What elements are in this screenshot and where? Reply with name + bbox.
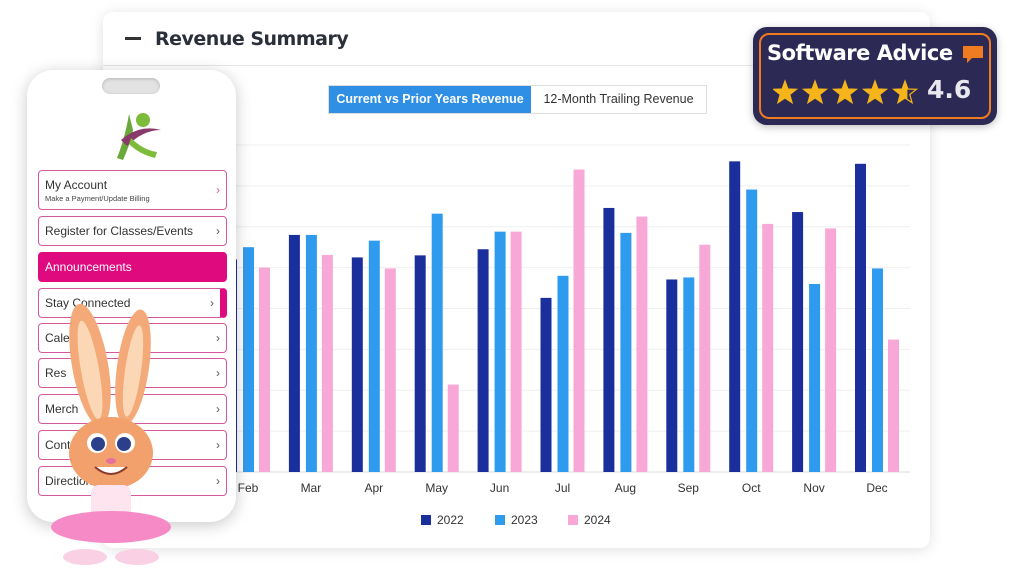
- legend-label: 2024: [584, 513, 611, 527]
- bar-may-2024[interactable]: [447, 384, 459, 472]
- bar-dec-2023[interactable]: [872, 268, 883, 472]
- legend-swatch: [495, 515, 505, 525]
- menu-item[interactable]: Announcements: [38, 252, 227, 282]
- bar-aug-2024[interactable]: [636, 216, 648, 472]
- bar-apr-2023[interactable]: [368, 240, 380, 472]
- legend-swatch: [421, 515, 431, 525]
- bar-sep-2024[interactable]: [699, 244, 711, 472]
- legend-label: 2022: [437, 513, 464, 527]
- bar-jul-2023[interactable]: [557, 275, 569, 472]
- x-tick-label: Sep: [678, 481, 700, 495]
- bar-nov-2024[interactable]: [825, 228, 837, 472]
- app-logo-icon: [117, 113, 161, 160]
- chevron-right-icon: ›: [216, 366, 220, 380]
- star-icon: [773, 81, 797, 103]
- menu-item-label: Cale: [45, 331, 70, 345]
- bar-apr-2022[interactable]: [351, 257, 363, 472]
- bar-dec-2024[interactable]: [888, 339, 899, 472]
- bar-nov-2023[interactable]: [809, 283, 821, 472]
- chevron-right-icon: ›: [216, 331, 220, 345]
- menu-item-label: Stay Connected: [45, 296, 131, 310]
- minus-icon[interactable]: [125, 37, 141, 40]
- bar-jul-2022[interactable]: [540, 297, 552, 472]
- bar-mar-2024[interactable]: [321, 254, 333, 472]
- star-icon: [833, 81, 857, 103]
- bar-may-2023[interactable]: [431, 213, 443, 473]
- badge-name: Software Advice: [767, 41, 953, 65]
- bar-jun-2024[interactable]: [510, 231, 522, 472]
- legend-label: 2023: [511, 513, 538, 527]
- chevron-right-icon: ›: [216, 474, 220, 488]
- legend-item-2024[interactable]: 2024: [568, 513, 611, 527]
- bar-oct-2022[interactable]: [729, 161, 741, 472]
- menu-item-label: Announcements: [45, 260, 132, 274]
- x-tick-label: Feb: [238, 481, 259, 495]
- x-tick-label: Apr: [364, 481, 383, 495]
- star-icon: [893, 81, 908, 103]
- chevron-right-icon: ›: [216, 438, 220, 452]
- chevron-right-icon: ›: [216, 224, 220, 238]
- bar-sep-2023[interactable]: [683, 277, 695, 472]
- bar-dec-2022[interactable]: [855, 163, 866, 473]
- menu-item-label: Merch: [45, 402, 79, 416]
- x-tick-label: Mar: [301, 481, 322, 495]
- bar-nov-2022[interactable]: [792, 212, 804, 472]
- x-tick-label: Nov: [803, 481, 824, 495]
- x-tick-label: May: [425, 481, 448, 495]
- x-tick-label: Oct: [742, 481, 761, 495]
- bar-jul-2024[interactable]: [573, 169, 585, 472]
- card-title: Revenue Summary: [155, 27, 349, 50]
- menu-item[interactable]: Register for Classes/Events ›: [38, 216, 227, 246]
- bar-may-2022[interactable]: [414, 255, 426, 472]
- legend-item-2023[interactable]: 2023: [495, 513, 538, 527]
- menu-item-label: Res: [45, 366, 67, 380]
- bar-aug-2023[interactable]: [620, 232, 632, 472]
- tab-trailing-revenue[interactable]: 12-Month Trailing Revenue: [543, 92, 694, 106]
- menu-item-label: My Account: [45, 177, 108, 192]
- bar-sep-2022[interactable]: [666, 279, 678, 472]
- bar-jun-2023[interactable]: [494, 231, 506, 472]
- star-icon: [803, 81, 827, 103]
- phone-notch: [102, 78, 160, 94]
- bar-feb-2023[interactable]: [243, 247, 254, 472]
- legend-item-2022[interactable]: 2022: [421, 513, 464, 527]
- software-advice-badge: Software Advice 4.6: [753, 27, 997, 125]
- card-header: Revenue Summary: [103, 12, 930, 66]
- bar-oct-2024[interactable]: [762, 223, 774, 472]
- bar-mar-2023[interactable]: [305, 234, 317, 472]
- chart-toggle: Current vs Prior Years Revenue 12-Month …: [328, 85, 707, 114]
- chevron-right-icon: ›: [210, 296, 214, 310]
- chevron-right-icon: ›: [216, 402, 220, 416]
- bunny-mascot-illustration: [51, 303, 171, 565]
- tab-current-vs-prior[interactable]: Current vs Prior Years Revenue: [329, 86, 531, 113]
- star-icon: [863, 81, 887, 103]
- x-tick-label: Jun: [490, 481, 509, 495]
- x-tick-label: Dec: [866, 481, 887, 495]
- bar-mar-2022[interactable]: [288, 234, 300, 472]
- bar-feb-2024[interactable]: [259, 267, 270, 472]
- x-tick-label: Aug: [615, 481, 636, 495]
- badge-rating: 4.6: [927, 75, 972, 104]
- bar-jun-2022[interactable]: [477, 249, 489, 472]
- menu-item-label: Register for Classes/Events: [45, 224, 194, 238]
- menu-item[interactable]: My Account Make a Payment/Update Billing ›: [38, 170, 227, 210]
- revenue-bar-chart: Feb Mar Apr May Jun Jul Aug Sep Oct Nov Dec: [226, 144, 910, 495]
- x-tick-label: Jul: [555, 481, 570, 495]
- bar-oct-2023[interactable]: [746, 189, 758, 472]
- bar-aug-2022[interactable]: [603, 207, 615, 472]
- speech-bubble-icon: [963, 46, 983, 63]
- menu-item-subtitle: Make a Payment/Update Billing: [45, 193, 150, 203]
- star-rating-icon: [773, 79, 919, 105]
- chevron-right-icon: ›: [216, 183, 220, 197]
- legend-swatch: [568, 515, 578, 525]
- bar-apr-2024[interactable]: [384, 268, 396, 472]
